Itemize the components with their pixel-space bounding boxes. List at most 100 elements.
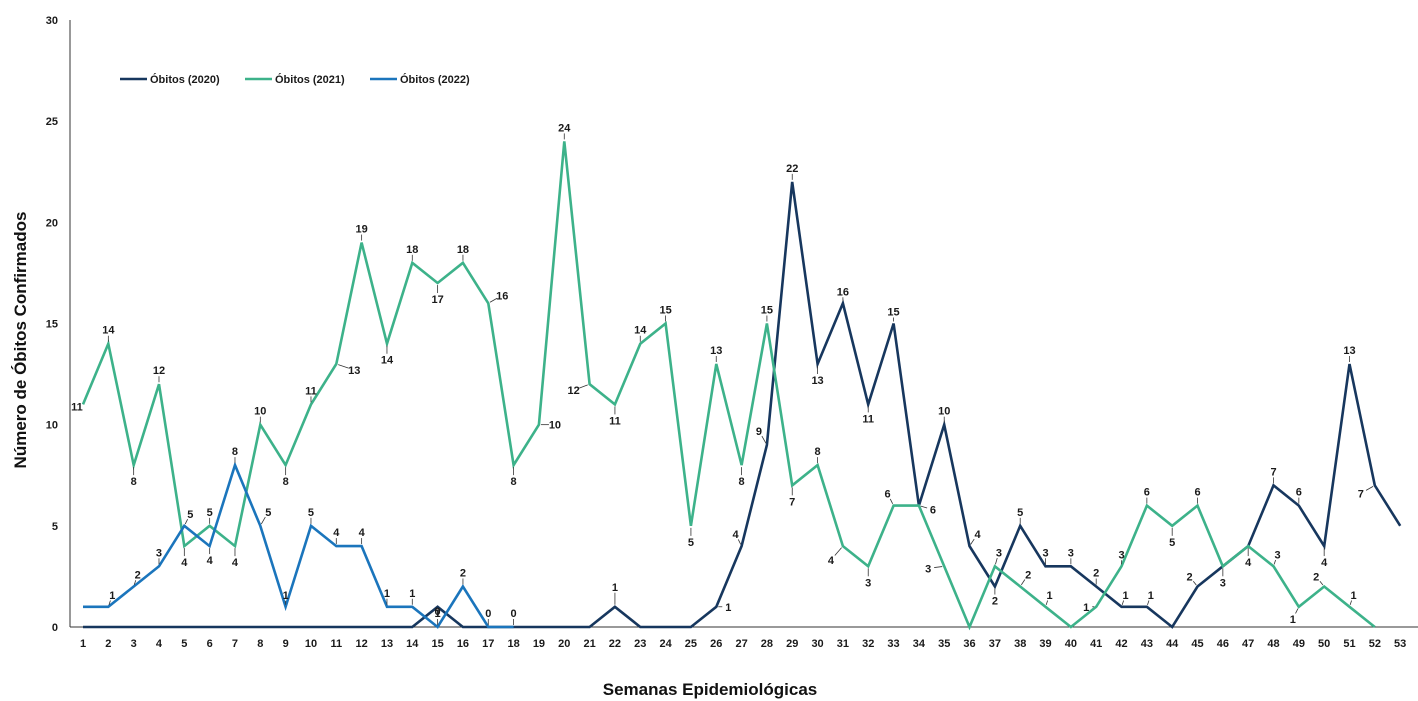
data-label: 6 <box>1144 487 1150 499</box>
y-tick-label: 0 <box>52 622 58 634</box>
x-tick-label: 40 <box>1065 638 1077 650</box>
leader-line <box>489 297 498 303</box>
data-label: 5 <box>688 537 694 549</box>
leader-line <box>1319 580 1324 586</box>
data-label: 1 <box>1046 590 1052 602</box>
data-label: 2 <box>135 570 141 582</box>
x-tick-label: 10 <box>305 638 317 650</box>
data-label: 7 <box>789 496 795 508</box>
data-label: 1 <box>725 602 731 614</box>
legend-label-2: Óbitos (2021) <box>275 73 345 86</box>
data-label: 15 <box>659 305 671 317</box>
x-tick-label: 17 <box>482 638 494 650</box>
y-axis-ticks: 0 5 10 15 20 25 30 <box>46 15 58 634</box>
data-label: 13 <box>1343 345 1355 357</box>
data-label: 10 <box>254 406 266 418</box>
data-label: 4 <box>1321 557 1328 569</box>
data-label: 18 <box>457 244 469 256</box>
legend-label-3: Óbitos (2022) <box>400 73 470 86</box>
data-label: 3 <box>925 563 931 575</box>
data-label: 11 <box>862 413 874 425</box>
x-tick-label: 29 <box>786 638 798 650</box>
data-label: 15 <box>887 307 899 319</box>
data-label: 6 <box>1194 487 1200 499</box>
data-label: 8 <box>815 446 821 458</box>
x-tick-label: 31 <box>837 638 849 650</box>
series-line-2 <box>81 141 1376 631</box>
x-tick-label: 4 <box>156 638 163 650</box>
data-label: 3 <box>996 547 1002 559</box>
data-label: 18 <box>406 244 418 256</box>
data-label: 1 <box>384 588 390 600</box>
leader-line <box>1121 600 1125 605</box>
x-tick-label: 39 <box>1039 638 1051 650</box>
data-label: 3 <box>1118 549 1124 561</box>
leader-line <box>1295 608 1299 614</box>
x-tick-label: 19 <box>533 638 545 650</box>
x-tick-label: 38 <box>1014 638 1026 650</box>
data-label: 2 <box>992 596 998 608</box>
y-axis-title: Número de Óbitos Confirmados <box>11 212 30 469</box>
data-label: 5 <box>1017 507 1023 519</box>
x-tick-label: 35 <box>938 638 950 650</box>
series-line-1 <box>83 181 1402 629</box>
leader-line <box>1020 579 1026 586</box>
data-label: 1 <box>1350 590 1356 602</box>
data-label: 8 <box>283 476 289 488</box>
x-tick-label: 30 <box>811 638 823 650</box>
data-label: 16 <box>837 286 849 298</box>
x-axis-title: Semanas Epidemiológicas <box>603 680 817 699</box>
x-tick-label: 12 <box>356 638 368 650</box>
data-label: 4 <box>733 529 740 541</box>
data-label: 9 <box>756 426 762 438</box>
data-label: 3 <box>1220 577 1226 589</box>
data-label: 1 <box>109 590 115 602</box>
data-label: 1 <box>435 608 441 620</box>
data-label: 0 <box>485 608 491 620</box>
data-label: 8 <box>232 446 238 458</box>
leader-line <box>934 566 943 568</box>
data-label: 7 <box>1358 488 1364 500</box>
leader-line <box>920 505 928 509</box>
x-tick-label: 37 <box>989 638 1001 650</box>
x-tick-label: 6 <box>207 638 213 650</box>
data-label: 4 <box>828 555 835 567</box>
data-label: 5 <box>207 507 213 519</box>
data-label: 11 <box>305 385 317 397</box>
x-tick-label: 43 <box>1141 638 1153 650</box>
data-label: 1 <box>283 590 289 602</box>
data-label: 14 <box>634 325 647 337</box>
y-tick-label: 5 <box>52 521 58 533</box>
data-label: 1 <box>1083 602 1089 614</box>
leader-line <box>260 516 266 525</box>
x-tick-label: 13 <box>381 638 393 650</box>
data-label: 4 <box>359 527 366 539</box>
leader-line <box>834 547 842 556</box>
x-tick-label: 34 <box>913 638 926 650</box>
x-tick-label: 32 <box>862 638 874 650</box>
x-tick-label: 42 <box>1115 638 1127 650</box>
data-label: 2 <box>1093 568 1099 580</box>
x-tick-label: 50 <box>1318 638 1330 650</box>
x-tick-label: 28 <box>761 638 773 650</box>
data-label: 22 <box>786 163 798 175</box>
data-label: 15 <box>761 305 773 317</box>
x-tick-label: 20 <box>558 638 570 650</box>
x-tick-label: 21 <box>583 638 595 650</box>
x-tick-label: 53 <box>1394 638 1406 650</box>
x-tick-label: 24 <box>659 638 672 650</box>
x-tick-label: 51 <box>1343 638 1355 650</box>
leader-line <box>338 364 349 369</box>
data-label: 19 <box>356 224 368 236</box>
x-tick-label: 8 <box>257 638 263 650</box>
x-tick-label: 23 <box>634 638 646 650</box>
data-label: 11 <box>71 401 83 413</box>
leader-line <box>1273 559 1276 565</box>
leader-line <box>579 384 588 389</box>
data-label: 4 <box>1245 557 1252 569</box>
data-label: 6 <box>884 489 890 501</box>
leader-line <box>1192 580 1197 586</box>
data-label: 5 <box>265 507 271 519</box>
